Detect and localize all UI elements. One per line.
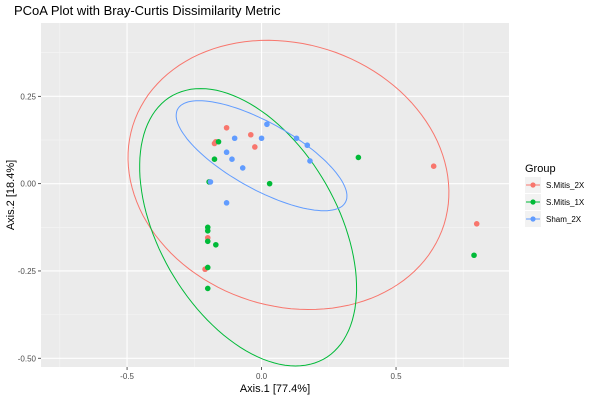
x-axis-ticks: -0.5 0.0 0.5 (120, 367, 402, 381)
point-s-mitis-1x (211, 156, 218, 163)
point-sham-2x (229, 156, 235, 163)
point-s-mitis-2x (430, 163, 437, 169)
chart-title: PCoA Plot with Bray-Curtis Dissimilarity… (14, 3, 281, 18)
major-gridlines (41, 23, 509, 367)
point-sham-2x (223, 200, 230, 206)
point-sham-2x (223, 149, 230, 156)
legend-key-point (530, 199, 536, 205)
confidence-ellipses (127, 39, 450, 367)
point-sham-2x (264, 121, 270, 128)
y-tick-label: 0.00 (20, 180, 36, 189)
x-tick-label: 0.5 (390, 372, 402, 381)
point-sham-2x (239, 165, 246, 171)
y-tick-label: -0.50 (18, 354, 37, 363)
point-s-mitis-2x (473, 221, 480, 227)
point-sham-2x (307, 158, 313, 164)
point-s-mitis-2x (252, 144, 258, 150)
point-s-mitis-2x (223, 124, 230, 131)
point-s-mitis-1x (204, 285, 211, 292)
legend-entries: S.Mitis_2X S.Mitis_1X Sham_2X (525, 177, 585, 227)
plot-panel (41, 23, 509, 367)
ellipse-s-mitis-1x (139, 88, 358, 367)
point-s-mitis-1x (204, 238, 211, 245)
point-s-mitis-1x (204, 227, 211, 234)
y-axis-title: Axis.2 [18.4%] (5, 160, 17, 230)
x-tick-label: 0.0 (256, 372, 268, 381)
point-s-mitis-1x (355, 154, 362, 161)
point-s-mitis-2x (247, 131, 254, 138)
minor-gridlines (41, 23, 509, 367)
x-tick-label: -0.5 (120, 372, 134, 381)
legend: Group S.Mitis_2X S.Mitis_1X Sham_2X (525, 163, 585, 227)
point-sham-2x (293, 135, 300, 142)
legend-key-point (530, 216, 536, 222)
point-sham-2x (207, 179, 214, 185)
x-axis-title: Axis.1 [77.4%] (240, 383, 310, 395)
legend-label: Sham_2X (546, 215, 582, 224)
legend-label: S.Mitis_2X (546, 181, 585, 190)
legend-title: Group (525, 163, 556, 175)
data-points (202, 121, 480, 292)
point-s-mitis-1x (471, 252, 477, 259)
point-sham-2x (304, 142, 311, 149)
y-tick-label: 0.25 (20, 92, 36, 101)
point-s-mitis-1x (215, 138, 222, 145)
point-s-mitis-1x (213, 241, 219, 248)
y-axis-ticks: -0.50 -0.25 0.00 0.25 (18, 92, 41, 363)
legend-label: S.Mitis_1X (546, 198, 585, 207)
y-tick-label: -0.25 (18, 267, 37, 276)
ellipse-sham-2x (175, 100, 348, 212)
point-sham-2x (231, 135, 238, 142)
point-s-mitis-1x (266, 180, 273, 187)
legend-key-point (530, 182, 536, 188)
point-s-mitis-1x (204, 264, 211, 271)
point-sham-2x (258, 135, 265, 142)
